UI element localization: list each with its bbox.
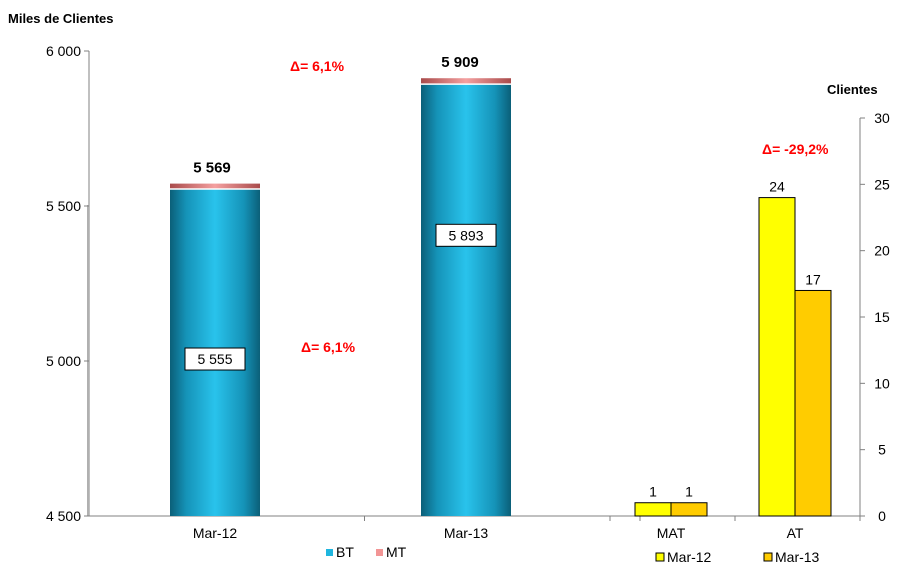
left-y-tick-label: 5 000 bbox=[46, 353, 81, 369]
legend-label-mar-13: Mar-13 bbox=[775, 549, 820, 565]
bt-value-label-box bbox=[184, 347, 246, 371]
bt-value-label: 5 893 bbox=[448, 227, 483, 243]
legend-swatch-mt bbox=[376, 549, 383, 556]
legend-label-mt: MT bbox=[386, 544, 407, 560]
left-x-tick-label: Mar-13 bbox=[444, 525, 489, 541]
right-y-tick-label: 10 bbox=[874, 375, 890, 391]
right-x-tick-label: AT bbox=[787, 525, 804, 541]
bar-mat-mar-12 bbox=[634, 502, 672, 517]
bar-value-label: 1 bbox=[685, 484, 693, 500]
bt-value-label: 5 555 bbox=[197, 351, 232, 367]
right-chart: 0 5 10 15 20 25 30 1 1 MAT 24 17 AT Mar-12 Mar-13 bbox=[609, 110, 890, 565]
left-chart: 4 500 5 000 5 500 6 000 5 555 5 569 Mar-12 5 89… bbox=[46, 43, 641, 560]
bar-bt bbox=[421, 84, 511, 517]
left-y-tick-label: 4 500 bbox=[46, 508, 81, 524]
legend-swatch-mar-13 bbox=[763, 552, 773, 562]
left-x-tick-label: Mar-12 bbox=[193, 525, 238, 541]
left-y-tick-label: 6 000 bbox=[46, 43, 81, 59]
legend-swatch-bt bbox=[326, 549, 333, 556]
right-y-tick-label: 25 bbox=[874, 176, 890, 192]
bar-at-mar-12 bbox=[758, 197, 796, 517]
bar-value-label: 24 bbox=[769, 179, 785, 195]
left-delta-middle: Δ= 6,1% bbox=[301, 339, 356, 355]
left-y-tick-label: 5 500 bbox=[46, 198, 81, 214]
total-value-label: 5 569 bbox=[193, 160, 231, 177]
legend-label-mar-12: Mar-12 bbox=[667, 549, 712, 565]
legend-label-bt: BT bbox=[336, 544, 354, 560]
bt-value-label-box bbox=[435, 223, 497, 247]
right-y-tick-label: 15 bbox=[874, 309, 890, 325]
right-y-tick-label: 30 bbox=[874, 110, 890, 126]
bar-mt bbox=[421, 78, 511, 85]
right-x-tick-label: MAT bbox=[657, 525, 686, 541]
right-delta: Δ= -29,2% bbox=[762, 141, 829, 157]
left-delta-top: Δ= 6,1% bbox=[290, 58, 345, 74]
bar-at-mar-13 bbox=[794, 289, 832, 517]
right-y-tick-label: 20 bbox=[874, 243, 890, 259]
bar-value-label: 1 bbox=[649, 484, 657, 500]
right-y-tick-label: 5 bbox=[878, 442, 886, 458]
total-value-label: 5 909 bbox=[441, 54, 479, 71]
left-y-axis-title: Miles de Clientes bbox=[8, 11, 113, 26]
bar-mt bbox=[170, 183, 260, 189]
bar-value-label: 17 bbox=[805, 271, 821, 287]
legend-swatch-mar-12 bbox=[655, 552, 665, 562]
right-y-tick-label: 0 bbox=[878, 508, 886, 524]
right-y-axis-title: Clientes bbox=[827, 82, 878, 97]
bar-mat-mar-13 bbox=[670, 502, 708, 517]
